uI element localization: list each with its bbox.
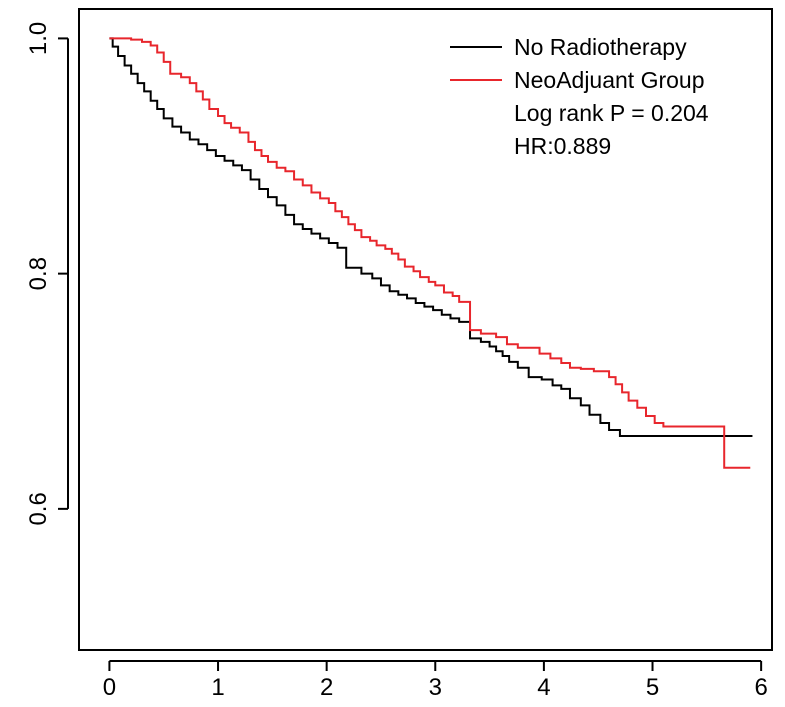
log-rank-annotation: Log rank P = 0.204 [514, 100, 709, 126]
x-tick-label-4: 4 [537, 674, 550, 701]
y-axis: 0.6 0.8 1.0 [25, 22, 69, 526]
hazard-ratio-annotation: HR:0.889 [514, 133, 611, 159]
x-tick-label-0: 0 [103, 674, 116, 701]
x-axis: 0 1 2 3 4 5 6 [103, 660, 768, 701]
legend-label-neoadjuant-group: NeoAdjuant Group [514, 67, 705, 93]
y-tick-label-1.0: 1.0 [25, 22, 52, 55]
plot-frame [78, 8, 773, 651]
x-tick-label-6: 6 [754, 674, 767, 701]
y-tick-label-0.8: 0.8 [25, 257, 52, 290]
series-line-no-radiotherapy [109, 37, 753, 437]
x-tick-label-3: 3 [429, 674, 442, 701]
legend-label-no-radiotherapy: No Radiotherapy [514, 34, 687, 60]
x-tick-label-2: 2 [320, 674, 333, 701]
x-tick-label-1: 1 [211, 674, 224, 701]
x-tick-label-5: 5 [646, 674, 659, 701]
legend: No Radiotherapy NeoAdjuant Group Log ran… [450, 34, 709, 159]
series-layer [109, 37, 753, 469]
series-line-neoadjuant-group [109, 37, 751, 469]
y-tick-label-0.6: 0.6 [25, 492, 52, 525]
